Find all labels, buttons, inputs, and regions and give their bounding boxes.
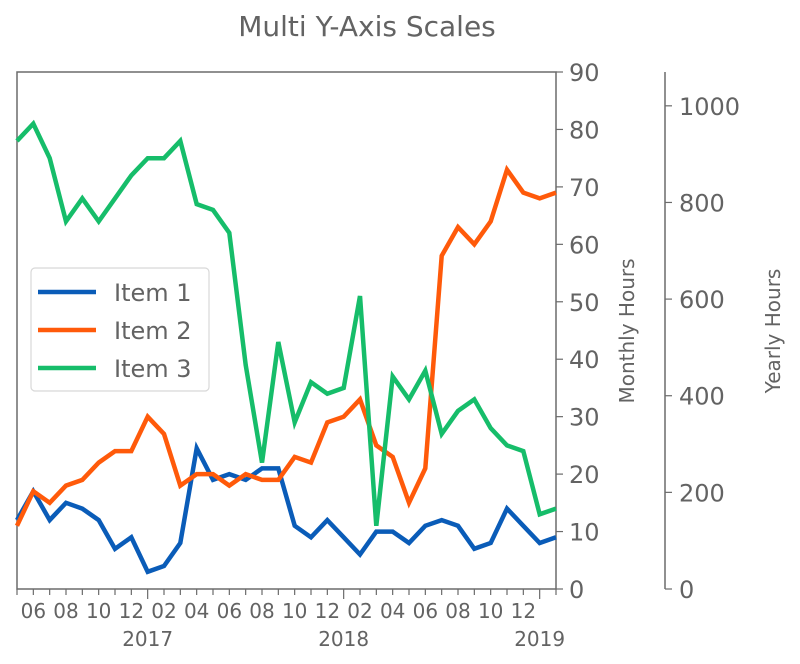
x-year-label: 2017 (122, 627, 173, 651)
y-tick-label: 80 (569, 116, 600, 144)
legend-label: Item 2 (114, 317, 192, 345)
y2-tick-label: 800 (679, 189, 725, 217)
plot-area (16, 71, 557, 590)
x-tick-label: 12 (315, 599, 340, 623)
x-tick-label: 02 (151, 599, 176, 623)
y-tick-label: 30 (569, 404, 600, 432)
legend-label: Item 1 (114, 279, 192, 307)
legend-label: Item 3 (114, 355, 192, 383)
x-tick-label: 08 (53, 599, 78, 623)
x-year-label: 2019 (514, 627, 565, 651)
y-tick-label: 50 (569, 289, 600, 317)
x-axis: 06 08 10 12 02 04 06 08 10 12 02 04 06 08 10 12 2017 2018… (16, 589, 565, 651)
y-tick-label: 40 (569, 346, 600, 374)
y-tick-label: 10 (569, 519, 600, 547)
x-tick-label: 04 (184, 599, 209, 623)
chart-title: Multi Y-Axis Scales (238, 10, 496, 43)
x-tick-label: 10 (282, 599, 307, 623)
y-tick-label: 20 (569, 461, 600, 489)
y-axis-monthly: 0 10 20 30 40 50 60 70 80 90 (556, 59, 600, 604)
series-line-1 (15, 441, 557, 575)
y2-tick-label: 400 (679, 383, 725, 411)
x-year-label: 2018 (318, 627, 369, 651)
series-line-2 (14, 164, 557, 527)
x-tick-label: 06 (21, 599, 46, 623)
y2-tick-label: 200 (679, 479, 725, 507)
y2-tick-label: 1000 (679, 93, 740, 121)
y-axis-label-monthly: Monthly Hours (615, 258, 639, 403)
x-tick-label: 10 (86, 599, 111, 623)
y-tick-label: 90 (569, 59, 600, 87)
x-tick-label: 12 (119, 599, 144, 623)
series-line-3 (15, 119, 557, 527)
y-axis-yearly: 0 200 400 600 800 1000 (664, 72, 740, 604)
x-tick-label: 12 (511, 599, 536, 623)
x-tick-label: 06 (413, 599, 438, 623)
x-tick-label: 10 (478, 599, 503, 623)
y-tick-label: 60 (569, 231, 600, 259)
x-tick-label: 04 (380, 599, 405, 623)
y-tick-label: 0 (569, 576, 584, 604)
y2-tick-label: 0 (679, 576, 694, 604)
x-tick-label: 08 (445, 599, 470, 623)
y2-tick-label: 600 (679, 286, 725, 314)
series-lines (14, 119, 557, 575)
legend: Item 1 Item 2 Item 3 (30, 267, 210, 392)
x-tick-label: 06 (217, 599, 242, 623)
x-tick-label: 02 (347, 599, 372, 623)
y-axis-label-yearly: Yearly Hours (761, 269, 785, 395)
x-tick-label: 08 (249, 599, 274, 623)
y-tick-label: 70 (569, 174, 600, 202)
